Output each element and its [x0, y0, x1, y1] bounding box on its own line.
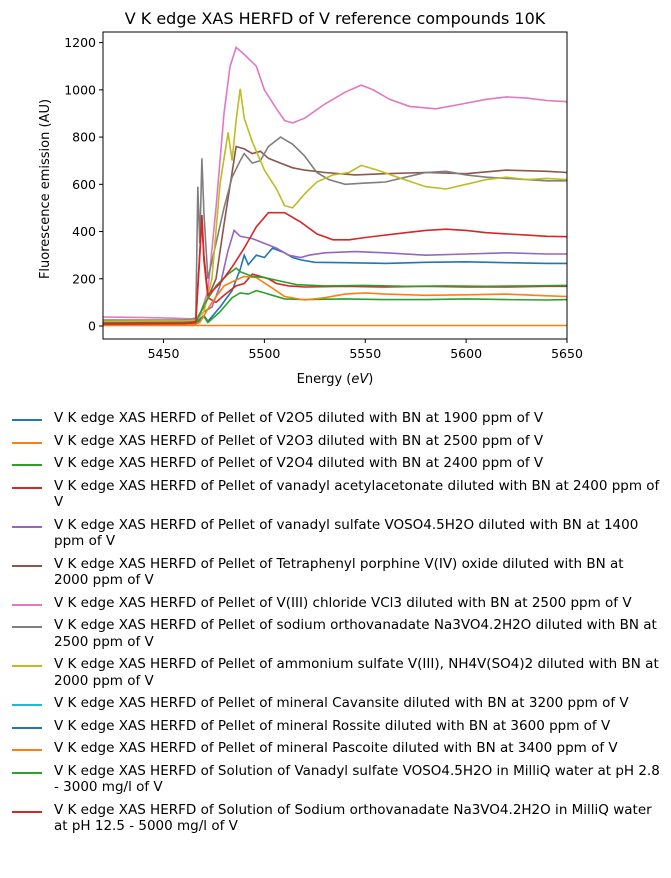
- legend-item: V K edge XAS HERFD of Pellet of V(III) c…: [12, 595, 662, 612]
- y-tick-label: 0: [88, 319, 96, 334]
- legend-swatch: [12, 603, 42, 606]
- legend-item: V K edge XAS HERFD of Pellet of Tetraphe…: [12, 556, 662, 589]
- legend-item: V K edge XAS HERFD of Solution of Vanady…: [12, 763, 662, 796]
- legend-swatch: [12, 810, 42, 813]
- y-tick-label: 600: [72, 177, 96, 192]
- x-tick-label: 5450: [148, 346, 180, 361]
- legend-item: V K edge XAS HERFD of Pellet of ammonium…: [12, 656, 662, 689]
- legend-label: V K edge XAS HERFD of Solution of Sodium…: [54, 801, 652, 835]
- chart: V K edge XAS HERFD of V reference compou…: [38, 9, 583, 387]
- legend-label: V K edge XAS HERFD of Pellet of V2O3 dil…: [54, 432, 544, 449]
- x-axis-label: Energy (eV): [297, 372, 374, 387]
- x-tick-label: 5600: [450, 346, 482, 361]
- x-axis: 5450 5500 5550 5600 5650: [148, 339, 583, 361]
- legend-item: V K edge XAS HERFD of Pellet of sodium o…: [12, 617, 662, 650]
- y-tick-label: 400: [72, 224, 96, 239]
- series-line-13: [102, 267, 568, 325]
- legend-swatch: [12, 704, 42, 706]
- y-tick-label: 1000: [64, 82, 96, 97]
- legend-swatch: [12, 419, 42, 421]
- legend-label: V K edge XAS HERFD of Pellet of ammonium…: [54, 656, 659, 689]
- plot-frame: [102, 31, 568, 340]
- legend-label: V K edge XAS HERFD of Pellet of V2O5 dil…: [54, 410, 544, 426]
- legend-item: V K edge XAS HERFD of Pellet of mineral …: [12, 695, 662, 712]
- y-axis-label: Fluorescence emission (AU): [38, 99, 53, 279]
- series-line-3: [102, 289, 568, 326]
- series-line-8: [102, 136, 567, 321]
- legend-label: V K edge XAS HERFD of Pellet of V(III) c…: [54, 594, 632, 611]
- series-line-5: [102, 228, 567, 324]
- legend-swatch: [12, 749, 42, 751]
- series-line-6: [102, 145, 568, 324]
- legend-swatch: [12, 726, 42, 729]
- x-tick-label: 5650: [551, 346, 583, 361]
- legend-label: V K edge XAS HERFD of Pellet of mineral …: [54, 740, 618, 756]
- legend-label: V K edge XAS HERFD of Pellet of sodium o…: [54, 617, 657, 650]
- y-tick-label: 200: [72, 271, 96, 286]
- legend-item: V K edge XAS HERFD of Pellet of mineral …: [12, 718, 662, 735]
- legend-swatch: [12, 441, 42, 444]
- chart-title: V K edge XAS HERFD of V reference compou…: [125, 9, 546, 28]
- y-tick-label: 1200: [64, 35, 96, 50]
- legend-label: V K edge XAS HERFD of Pellet of Tetraphe…: [54, 555, 624, 589]
- x-tick-label: 5550: [349, 346, 381, 361]
- legend-label: V K edge XAS HERFD of Pellet of vanadyl …: [54, 477, 660, 511]
- series-line-12: [102, 275, 568, 326]
- legend-item: V K edge XAS HERFD of Solution of Sodium…: [12, 802, 662, 835]
- legend-item: V K edge XAS HERFD of Pellet of V2O4 dil…: [12, 455, 662, 472]
- legend-swatch: [12, 665, 42, 667]
- legend-item: V K edge XAS HERFD of Pellet of mineral …: [12, 740, 662, 757]
- legend-label: V K edge XAS HERFD of Pellet of vanadyl …: [54, 516, 639, 550]
- legend-swatch: [12, 486, 42, 489]
- legend-item: V K edge XAS HERFD of Pellet of vanadyl …: [12, 478, 662, 511]
- series-line-9: [102, 88, 568, 323]
- legend-swatch: [12, 525, 42, 528]
- series-line-7: [102, 46, 568, 320]
- legend-swatch: [12, 771, 42, 774]
- legend-label: V K edge XAS HERFD of Pellet of mineral …: [54, 695, 629, 711]
- x-tick-label: 5500: [248, 346, 280, 361]
- legend-swatch: [12, 464, 42, 466]
- series-line-14: [102, 211, 568, 325]
- legend-item: V K edge XAS HERFD of Pellet of V2O3 dil…: [12, 433, 662, 450]
- y-tick-label: 800: [72, 130, 96, 145]
- y-axis: 0 200 400 600 800 1000 1200: [64, 35, 103, 334]
- legend-swatch: [12, 564, 42, 567]
- legend-swatch: [12, 626, 42, 628]
- plot-lines: [102, 46, 568, 327]
- legend-label: V K edge XAS HERFD of Solution of Vanady…: [54, 762, 660, 796]
- legend-item: V K edge XAS HERFD of Pellet of vanadyl …: [12, 517, 662, 550]
- legend: V K edge XAS HERFD of Pellet of V2O5 dil…: [12, 410, 662, 841]
- legend-item: V K edge XAS HERFD of Pellet of V2O5 dil…: [12, 410, 662, 427]
- legend-label: V K edge XAS HERFD of Pellet of V2O4 dil…: [54, 455, 544, 471]
- legend-label: V K edge XAS HERFD of Pellet of mineral …: [54, 717, 611, 734]
- series-line-4: [102, 218, 567, 324]
